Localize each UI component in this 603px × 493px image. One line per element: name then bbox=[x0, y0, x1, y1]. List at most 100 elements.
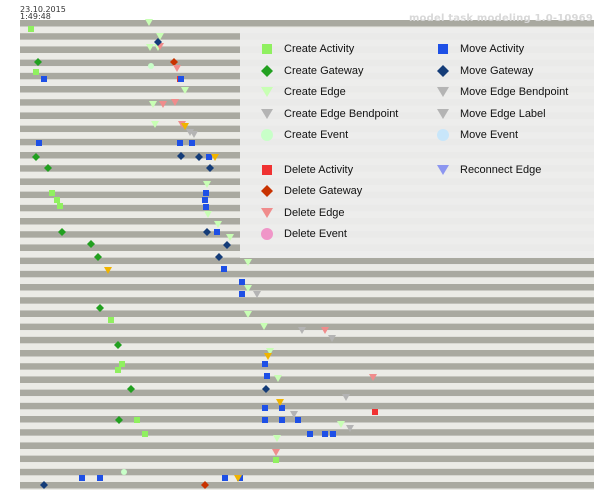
grid-stripe bbox=[20, 257, 594, 265]
point-create-edge-bendpoint bbox=[186, 129, 194, 136]
grid-stripe bbox=[20, 383, 594, 390]
legend-label: Delete Activity bbox=[284, 164, 354, 176]
point-move-activity bbox=[262, 417, 268, 423]
point-move-activity bbox=[279, 405, 285, 411]
grid-stripe bbox=[20, 330, 594, 337]
legend-label: Move Activity bbox=[460, 43, 525, 55]
grid-stripe bbox=[20, 270, 594, 278]
point-move-activity bbox=[221, 266, 227, 272]
circle-icon bbox=[437, 129, 449, 141]
point-create-edge bbox=[156, 33, 164, 40]
legend-item-move-edge-label: Move Edge Label bbox=[436, 106, 546, 122]
point-move-edge-bendpoint bbox=[346, 425, 354, 432]
point-other-marker bbox=[211, 154, 219, 161]
grid-stripe bbox=[20, 409, 594, 416]
point-move-activity bbox=[36, 140, 42, 146]
legend: Create Activity Create Gateway Create Ed… bbox=[240, 28, 594, 258]
point-create-activity bbox=[28, 26, 34, 32]
point-move-activity bbox=[206, 154, 212, 160]
point-move-activity bbox=[202, 197, 208, 203]
point-create-activity bbox=[49, 190, 55, 196]
legend-item-delete-edge: Delete Edge bbox=[260, 205, 345, 221]
grid-stripe bbox=[20, 396, 594, 403]
point-create-activity bbox=[273, 457, 279, 463]
point-delete-gateway bbox=[201, 481, 209, 489]
point-create-edge bbox=[204, 211, 212, 218]
point-create-gateway bbox=[127, 385, 135, 393]
point-move-activity bbox=[178, 76, 184, 82]
grid-stripe bbox=[20, 468, 594, 476]
grid-stripe bbox=[20, 442, 594, 449]
triangle-icon bbox=[437, 87, 449, 97]
legend-label: Move Edge Bendpoint bbox=[460, 86, 569, 98]
point-move-gateway bbox=[262, 385, 270, 393]
grid-stripe bbox=[20, 422, 594, 430]
point-create-edge-bendpoint bbox=[328, 335, 336, 342]
square-icon bbox=[262, 165, 272, 175]
point-move-gateway bbox=[177, 152, 185, 160]
legend-item-reconnect-edge: Reconnect Edge bbox=[436, 162, 541, 178]
point-create-activity bbox=[108, 317, 114, 323]
point-move-gateway bbox=[40, 481, 48, 489]
grid-stripe bbox=[20, 389, 594, 397]
grid-stripe bbox=[20, 264, 594, 271]
point-create-edge bbox=[266, 348, 274, 355]
point-move-activity bbox=[279, 417, 285, 423]
point-create-activity bbox=[115, 367, 121, 373]
circle-icon bbox=[261, 228, 273, 240]
point-create-edge bbox=[149, 101, 157, 108]
point-create-activity bbox=[119, 361, 125, 367]
point-create-gateway bbox=[114, 341, 122, 349]
point-move-activity bbox=[264, 373, 270, 379]
point-create-activity bbox=[57, 203, 63, 209]
grid-stripe bbox=[20, 435, 594, 443]
triangle-icon bbox=[437, 165, 449, 175]
grid-stripe bbox=[20, 343, 594, 350]
point-delete-activity bbox=[372, 409, 378, 415]
legend-label: Delete Gateway bbox=[284, 185, 363, 197]
grid-stripe bbox=[20, 310, 594, 317]
point-create-edge bbox=[151, 121, 159, 128]
grid-stripe bbox=[20, 297, 594, 304]
legend-label: Move Edge Label bbox=[460, 108, 546, 120]
point-move-edge-label bbox=[190, 131, 198, 138]
point-delete-edge bbox=[171, 99, 179, 106]
triangle-icon bbox=[261, 87, 273, 97]
point-move-edge-label bbox=[342, 394, 350, 401]
point-create-edge bbox=[203, 181, 211, 188]
legend-label: Delete Event bbox=[284, 228, 347, 240]
point-create-edge bbox=[260, 323, 268, 330]
grid-stripe bbox=[20, 402, 594, 410]
grid-stripe bbox=[20, 303, 594, 311]
legend-item-delete-gateway: Delete Gateway bbox=[260, 183, 362, 199]
legend-item-move-event: Move Event bbox=[436, 127, 518, 143]
point-create-event bbox=[121, 469, 127, 475]
square-icon bbox=[262, 44, 272, 54]
header-title: model task modeling 1.0-10969 bbox=[408, 13, 593, 24]
grid-stripe bbox=[20, 317, 594, 324]
point-create-edge bbox=[274, 375, 282, 382]
grid-stripe bbox=[20, 336, 594, 344]
legend-label: Create Activity bbox=[284, 43, 355, 55]
point-create-gateway bbox=[87, 240, 95, 248]
legend-item-create-activity: Create Activity bbox=[260, 41, 354, 57]
point-other-marker bbox=[181, 123, 189, 130]
point-move-activity bbox=[203, 190, 209, 196]
point-create-edge bbox=[244, 259, 252, 266]
grid-stripe bbox=[20, 462, 594, 469]
point-create-activity bbox=[142, 431, 148, 437]
diamond-icon bbox=[261, 185, 273, 197]
triangle-icon bbox=[261, 109, 273, 119]
point-delete-edge bbox=[272, 449, 280, 456]
point-other-marker bbox=[234, 475, 242, 482]
diamond-icon bbox=[437, 65, 449, 77]
grid-stripe bbox=[20, 369, 594, 377]
legend-label: Create Event bbox=[284, 129, 349, 141]
point-move-activity bbox=[214, 229, 220, 235]
point-move-gateway bbox=[206, 164, 214, 172]
grid-stripe bbox=[20, 482, 594, 489]
point-move-activity bbox=[239, 279, 245, 285]
point-delete-edge bbox=[321, 327, 329, 334]
point-move-activity bbox=[79, 475, 85, 481]
